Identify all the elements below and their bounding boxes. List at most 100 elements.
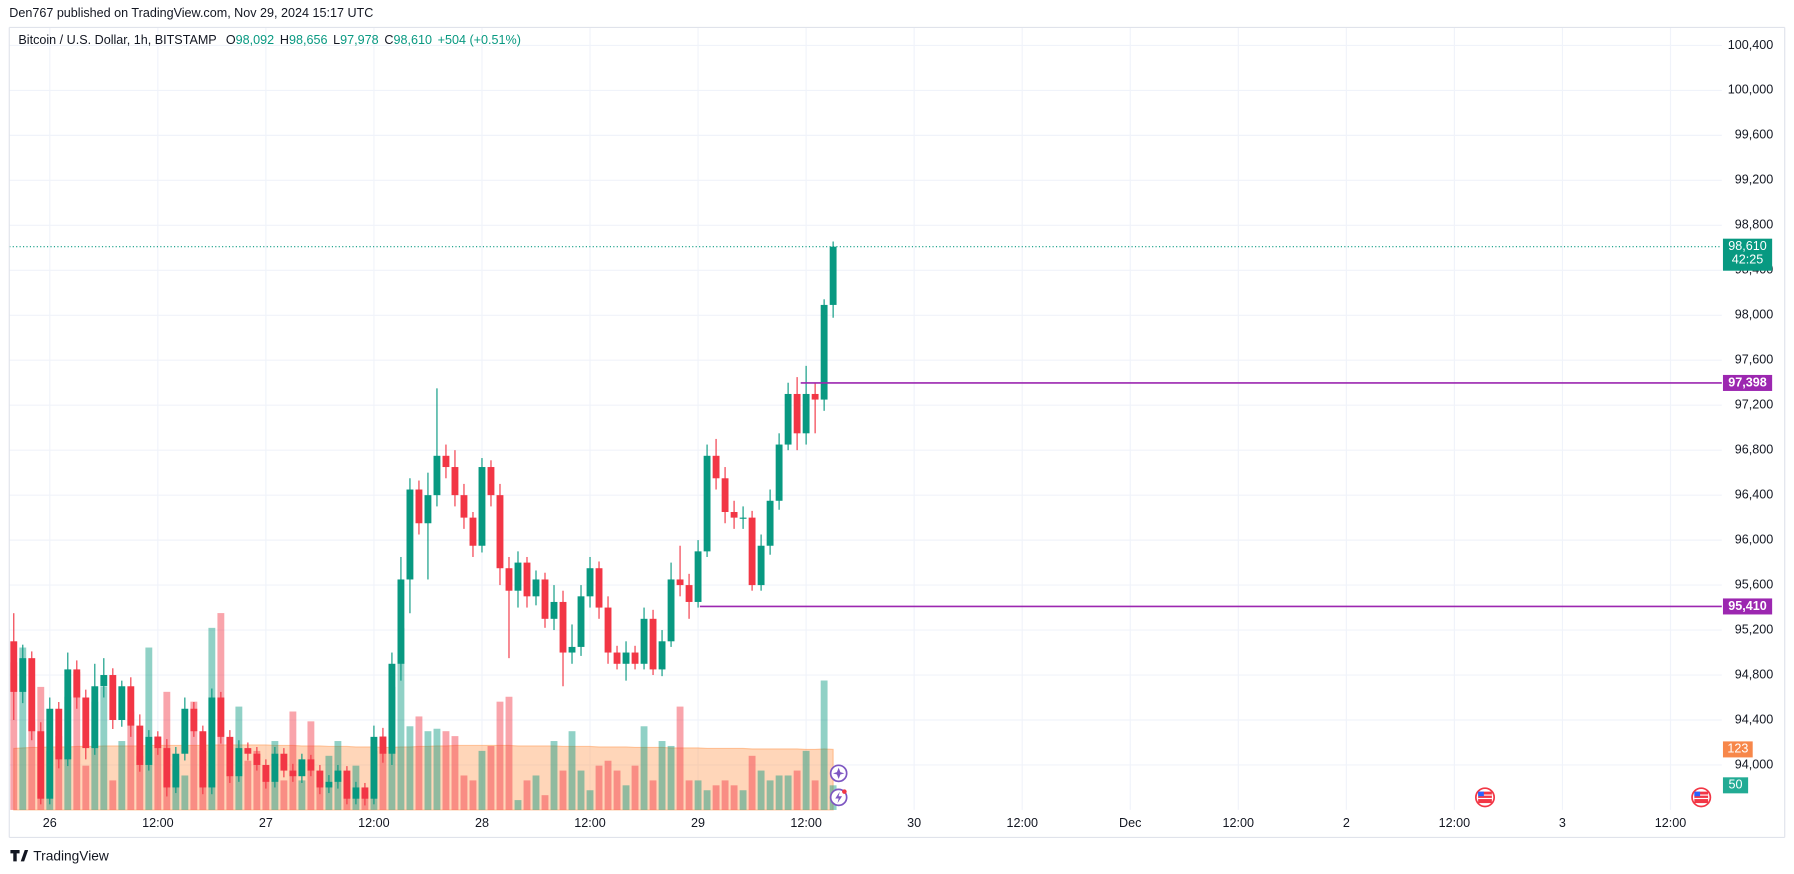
volume-bar [100, 686, 108, 810]
volume-bar [613, 770, 621, 810]
flag-body [1478, 791, 1492, 804]
symbol-legend: Bitcoin / U.S. Dollar, 1h, BITSTAMP O98,0… [18, 34, 520, 48]
candle-body [307, 759, 315, 771]
candle-body [532, 579, 540, 597]
volume-bar [451, 736, 459, 810]
volume-bar [658, 741, 666, 810]
candle-body [46, 708, 54, 799]
volume-bar [676, 706, 684, 810]
x-tick-label: 30 [907, 816, 921, 830]
volume-bar [91, 701, 99, 810]
x-tick-label: 28 [475, 816, 489, 830]
candle-body [703, 455, 711, 552]
candle-body [469, 517, 477, 546]
y-tick-label: 94,000 [1735, 757, 1773, 771]
footer-logo[interactable]: TradingView [10, 848, 109, 863]
volume-bar [460, 775, 468, 810]
y-tick-label: 96,400 [1735, 487, 1773, 501]
flag-canton [1478, 791, 1484, 797]
volume-bar [424, 731, 432, 810]
x-tick-label: 12:00 [574, 816, 605, 830]
flag-body [1694, 791, 1709, 804]
candle-body [181, 708, 189, 754]
volume-bar [118, 741, 126, 810]
candle-body [658, 641, 666, 670]
candle-body [163, 748, 171, 788]
candle-body [631, 652, 639, 664]
candle-body [748, 517, 756, 586]
x-tick-label: 12:00 [142, 816, 173, 830]
y-tick-label: 94,400 [1735, 712, 1773, 726]
candle-body [244, 748, 252, 754]
symbol-name: Bitcoin / U.S. Dollar, 1h, BITSTAMP [18, 34, 216, 48]
volume-bar [496, 701, 504, 810]
volume-bar [253, 750, 261, 810]
candle-body [100, 675, 108, 687]
candle-body [604, 607, 612, 653]
candle-body [622, 652, 630, 664]
candle-body [595, 568, 603, 608]
footer-brand: TradingView [33, 848, 109, 863]
candle-body [550, 601, 558, 619]
candle-body [478, 467, 486, 546]
volume-bar [316, 780, 324, 810]
candle-body [316, 770, 324, 788]
volume-bar [802, 750, 810, 810]
candle-body [379, 736, 387, 754]
candle-body [208, 697, 216, 788]
candle-body [559, 601, 567, 653]
level-label: 95,410 [1728, 599, 1766, 613]
last-price-label: 98,610 [1728, 239, 1766, 253]
candle-body [82, 697, 90, 749]
volume-bar [469, 780, 477, 810]
y-tick-label: 97,200 [1735, 398, 1773, 412]
volume-bar [190, 701, 198, 810]
y-tick-label: 95,600 [1735, 577, 1773, 591]
candle-body [451, 467, 459, 496]
y-tick-label: 100,000 [1728, 83, 1773, 97]
candle-body [577, 596, 585, 647]
volume-bar [10, 662, 18, 810]
volume-bar [694, 780, 702, 810]
candle-body [352, 787, 360, 799]
event-dot [842, 789, 847, 794]
candle-body [784, 393, 792, 445]
volume-bar [478, 750, 486, 810]
candle-body [109, 675, 117, 720]
candle-body [190, 708, 198, 732]
candle-body [325, 781, 333, 788]
candle-body [640, 618, 648, 664]
candle-body [253, 753, 261, 765]
publish-header: Den767 published on TradingView.com, Nov… [9, 6, 373, 20]
volume-bar [559, 770, 567, 810]
candle-body [271, 753, 279, 782]
volume-bar [649, 780, 657, 810]
volume-bar [514, 800, 522, 810]
us-flag-event[interactable] [1691, 787, 1712, 808]
candle-body [397, 579, 405, 664]
candle-body [154, 736, 162, 749]
candle-body [667, 579, 675, 642]
volume-bar [226, 770, 234, 810]
volume-bar [19, 647, 27, 810]
candle-body [712, 455, 720, 479]
volume-bar [775, 775, 783, 810]
candle-body [73, 669, 81, 698]
x-tick-label: 12:00 [358, 816, 389, 830]
candle-body [802, 393, 810, 434]
us-flag-event[interactable] [1474, 787, 1496, 808]
level-label-box [1722, 598, 1773, 615]
volume-bar [523, 780, 531, 810]
x-tick-label: 12:00 [790, 816, 821, 830]
volume-bar [766, 780, 774, 810]
event-icon-glyph [832, 767, 845, 780]
volume-bar [541, 795, 549, 810]
ohlc-key: L [333, 34, 340, 48]
volume-bar [577, 770, 585, 810]
y-tick-label: 96,000 [1735, 532, 1773, 546]
x-tick-label: 26 [43, 816, 57, 830]
candle-body [523, 562, 531, 597]
candle-body [505, 568, 513, 591]
grid: 94,000 94,400 94,800 95,200 95,600 96,000 96,4… [9, 27, 1773, 830]
volume-bar [622, 785, 630, 810]
